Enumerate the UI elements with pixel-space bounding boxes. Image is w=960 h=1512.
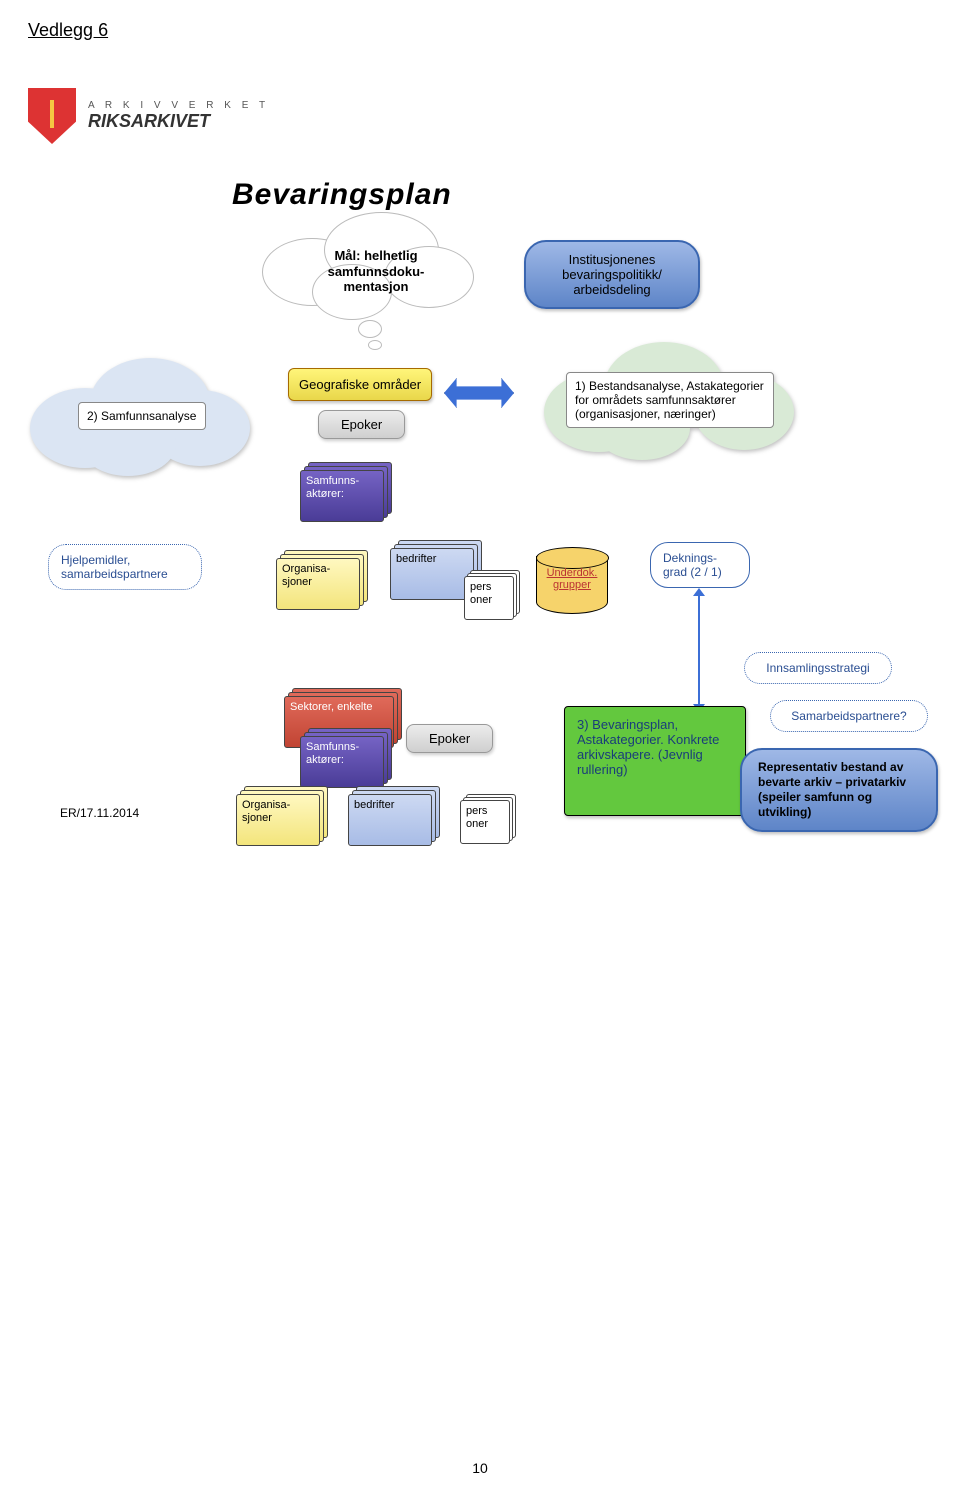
shield-icon — [28, 88, 76, 144]
geo-card: Geografiske områder — [288, 368, 432, 401]
samfunnsaktorer-label: Samfunns-aktører: — [300, 470, 384, 522]
bestandsanalyse-cloud: 1) Bestandsanalyse, Astakategorier for o… — [544, 342, 804, 482]
logo-line1: A R K I V V E R K E T — [88, 100, 269, 111]
institutions-bubble: Institusjonenes bevaringspolitikk/ arbei… — [524, 240, 700, 309]
samarbeidspartnere-box: Samarbeidspartnere? — [770, 700, 928, 732]
organisasjoner-label-2: Organisa-sjoner — [236, 794, 320, 846]
dekningsgrad-box: Deknings-grad (2 / 1) — [650, 542, 750, 588]
bevaringsplan-box: 3) Bevaringsplan, Astakategorier. Konkre… — [564, 706, 746, 816]
underdok-label: Underdok. grupper — [537, 567, 607, 591]
representativ-bubble: Representativ bestand av bevarte arkiv –… — [740, 748, 938, 832]
innsamlingsstrategi-box: Innsamlingsstrategi — [744, 652, 892, 684]
page-number: 10 — [472, 1460, 488, 1476]
page-title: Bevaringsplan — [232, 178, 452, 212]
goal-thought-cloud: Mål: helhetlig samfunnsdoku-mentasjon — [262, 212, 472, 322]
double-arrow-icon — [444, 378, 514, 408]
underdok-cylinder: Underdok. grupper — [536, 556, 608, 614]
bedrifter-label: bedrifter — [390, 548, 474, 600]
hjelpemidler-box: Hjelpemidler, samarbeidspartnere — [48, 544, 202, 590]
footer-ref: ER/17.11.2014 — [60, 806, 139, 820]
personer-label: pers oner — [464, 576, 514, 620]
attachment-label: Vedlegg 6 — [28, 20, 108, 41]
personer-label-2: pers oner — [460, 800, 510, 844]
bestandsanalyse-label: 1) Bestandsanalyse, Astakategorier for o… — [566, 372, 774, 428]
samfunnsanalyse-label: 2) Samfunnsanalyse — [78, 402, 206, 430]
organisasjoner-label: Organisa-sjoner — [276, 558, 360, 610]
logo: A R K I V V E R K E T RIKSARKIVET — [28, 88, 269, 144]
epoker-pill-2: Epoker — [406, 724, 493, 753]
samfunnsanalyse-cloud: 2) Samfunnsanalyse — [30, 358, 250, 478]
logo-line2: RIKSARKIVET — [88, 111, 269, 132]
goal-label: Mål: helhetlig samfunnsdoku-mentasjon — [306, 248, 446, 295]
samfunnsaktorer-label-2: Samfunns-aktører: — [300, 736, 384, 788]
bedrifter-label-2: bedrifter — [348, 794, 432, 846]
vertical-arrow — [698, 596, 700, 704]
epoker-pill-1: Epoker — [318, 410, 405, 439]
